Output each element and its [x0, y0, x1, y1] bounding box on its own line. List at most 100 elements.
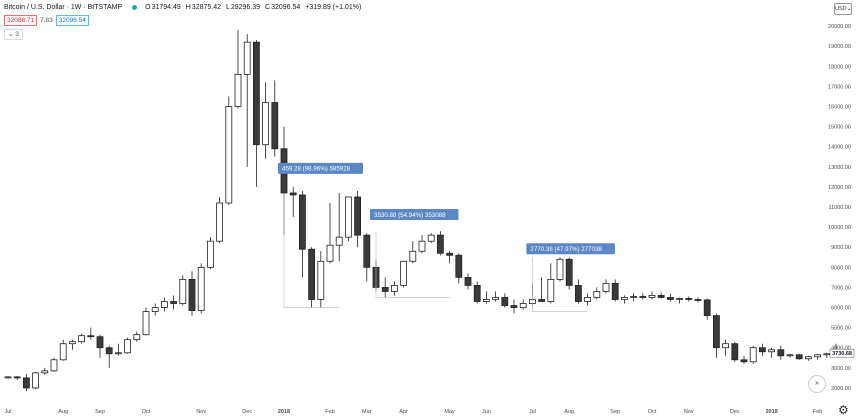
candle-down: [289, 192, 297, 196]
measure-label: 3530.88 (54.94%) 353088: [374, 212, 446, 219]
candle-down: [381, 287, 389, 292]
time-axis[interactable]: Jul Aug Sep Oct Nov Dec 2018 Feb Mar Apr May Jun Jul…: [4, 409, 822, 415]
price-tag-label: 3730.68: [832, 351, 852, 357]
candle-down: [501, 297, 509, 306]
candle-down: [436, 234, 444, 254]
candle-down: [667, 297, 674, 300]
x-tick-label: Apr: [399, 409, 408, 415]
x-tick-label: Mar: [362, 409, 372, 415]
close-label: C: [265, 4, 271, 11]
candle-up: [400, 260, 408, 286]
candle-up: [722, 343, 729, 349]
x-tick-label: Jun: [482, 409, 491, 415]
sell-price-button[interactable]: 32088.71: [4, 15, 38, 26]
scroll-to-realtime-icon[interactable]: »: [808, 375, 826, 393]
candle-up: [676, 298, 683, 300]
bid-ask-row: 32088.71 7.83 32096.54: [4, 15, 89, 26]
candle-down: [13, 376, 21, 379]
candle-up: [593, 291, 601, 298]
candle-up: [335, 236, 343, 246]
y-tick-label: 16000.00: [828, 105, 851, 111]
candle-up: [786, 354, 794, 357]
candle-up: [648, 295, 656, 298]
y-tick-label: 9000.00: [831, 245, 851, 251]
candle-down: [308, 248, 316, 300]
candle-up: [768, 349, 775, 353]
measure-label-box: [370, 209, 459, 221]
candle-up: [427, 234, 435, 242]
candle-up: [59, 343, 67, 361]
y-tick-label: 17000.00: [828, 84, 851, 90]
x-tick-label: 2019: [765, 409, 777, 415]
y-tick-label: 6000.00: [831, 306, 851, 312]
candle-up: [243, 41, 251, 75]
y-tick-label: 15000.00: [828, 125, 851, 131]
candle-down: [363, 234, 371, 268]
close-value: 32096.54: [271, 4, 301, 11]
candle-down: [473, 285, 481, 302]
y-tick-label: 10000.00: [828, 225, 851, 231]
candle-up: [326, 244, 334, 262]
x-tick-label: Nov: [684, 409, 694, 415]
open-value: 31794.49: [151, 4, 181, 11]
candle-up: [317, 260, 325, 300]
candle-down: [639, 296, 647, 298]
measure-label-box: [526, 243, 615, 255]
candle-up: [115, 352, 122, 355]
x-tick-label: Jul: [4, 409, 11, 415]
candle-down: [694, 299, 702, 301]
candle-down: [96, 336, 104, 349]
candle-up: [547, 278, 555, 302]
low-value: 29296.39: [230, 4, 261, 11]
change-value: +319.89 (+1.01%): [305, 4, 362, 11]
x-tick-label: Aug: [564, 409, 574, 415]
measure-label: 459.28 (98.96%) 585928: [282, 166, 351, 173]
currency-button[interactable]: USD⌄: [834, 3, 852, 15]
candle-up: [124, 339, 131, 354]
indicators-toggle[interactable]: ⌄ 3: [4, 29, 23, 40]
x-tick-label: Nov: [196, 409, 206, 415]
measure-label-box: [278, 162, 363, 174]
spread-value: 7.83: [40, 17, 53, 24]
candle-down: [777, 349, 785, 357]
candle-up: [197, 266, 205, 311]
candle-up: [621, 297, 628, 300]
x-tick-label: Sep: [610, 409, 620, 415]
ohlc-values: O31794.49 H32875.42 L29296.39 C32096.54 …: [145, 4, 362, 11]
candle-down: [657, 295, 665, 298]
x-tick-label: 2018: [278, 409, 290, 415]
candle-down: [105, 347, 113, 355]
candle-up: [556, 258, 564, 280]
candle-up: [262, 102, 270, 146]
candle-up: [805, 356, 812, 360]
candle-up: [206, 240, 214, 268]
x-tick-label: Aug: [58, 409, 68, 415]
buy-price-button[interactable]: 32096.54: [55, 15, 89, 26]
x-tick-label: Dec: [730, 409, 740, 415]
candle-down: [298, 194, 306, 250]
candle-series: [4, 30, 840, 391]
candle-down: [510, 305, 518, 308]
measure-tools: 459.28 (98.96%) 585928 3530.88 (54.94%) 3…: [278, 162, 615, 312]
candle-up: [234, 73, 242, 107]
symbol-title: Bitcoin / U.S. Dollar · 1W · BITSTAMP: [4, 4, 123, 11]
candle-down: [759, 347, 766, 353]
y-tick-label: 7000.00: [831, 285, 851, 291]
candle-up: [225, 106, 233, 204]
y-tick-label: 11000.00: [828, 205, 851, 211]
candle-down: [455, 254, 463, 278]
y-tick-label: 3000.00: [831, 366, 851, 372]
candle-down: [575, 285, 582, 302]
candle-down: [538, 299, 545, 302]
y-tick-label: 14000.00: [828, 145, 851, 151]
candle-up: [151, 307, 159, 312]
x-tick-label: Feb: [813, 409, 822, 415]
price-axis[interactable]: 2000.00 3000.00 4000.00 5000.00 6000.00 7000.…: [828, 24, 851, 392]
candle-up: [78, 335, 85, 343]
candle-up: [69, 341, 76, 345]
x-tick-label: Sep: [95, 409, 105, 415]
gear-icon[interactable]: ⚙: [838, 403, 849, 417]
candle-down: [87, 335, 95, 338]
candle-down: [446, 252, 454, 256]
